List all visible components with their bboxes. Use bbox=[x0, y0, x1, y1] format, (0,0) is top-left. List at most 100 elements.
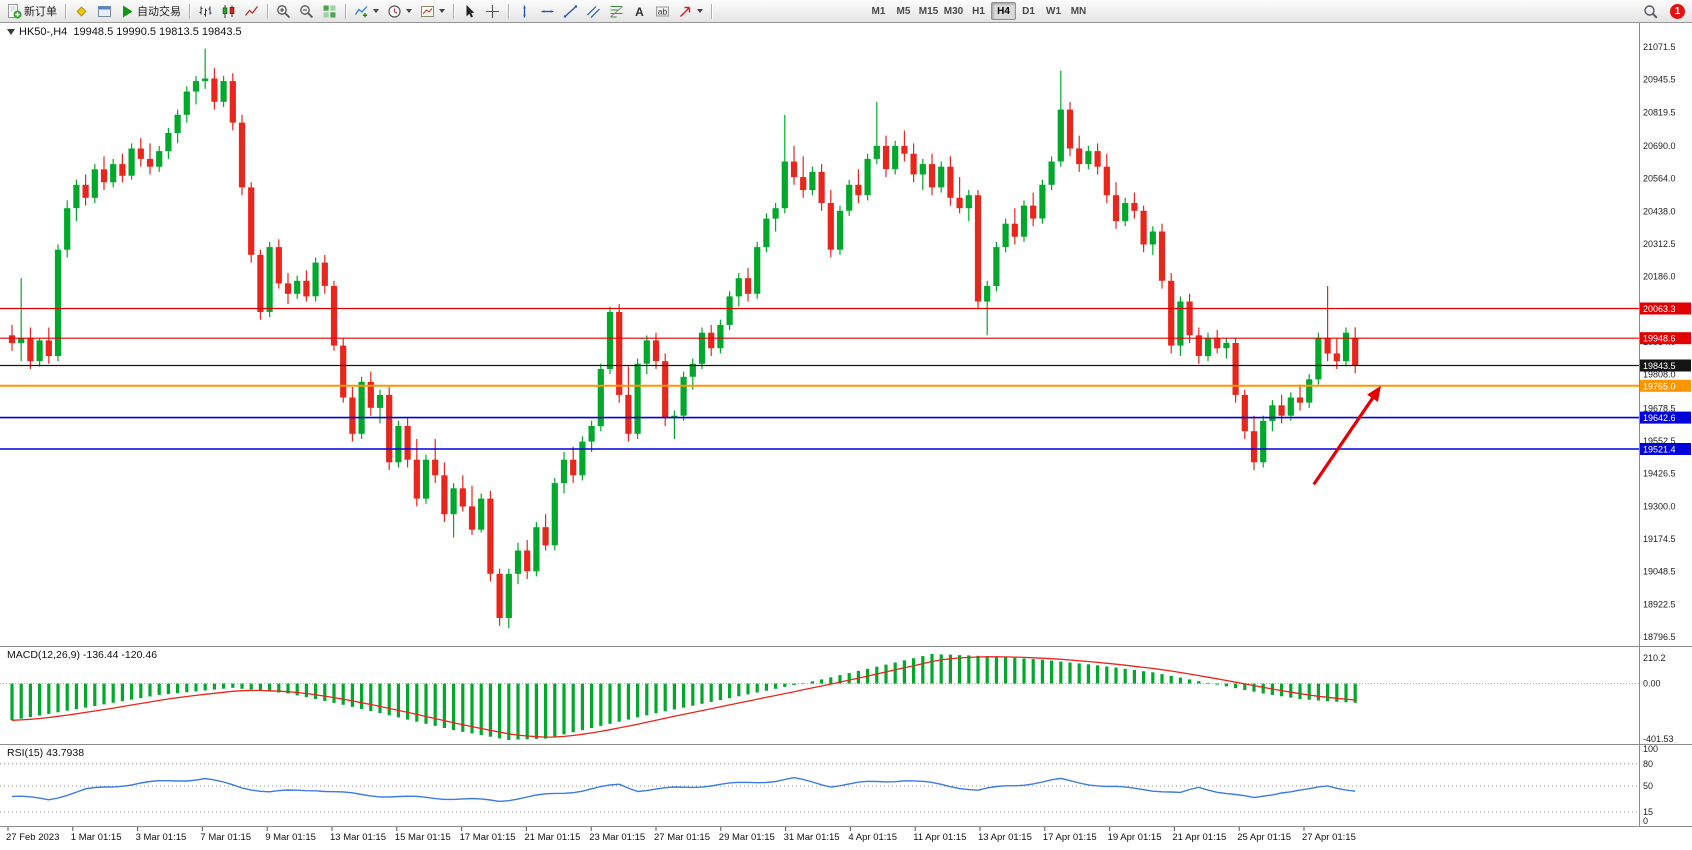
time-axis[interactable] bbox=[0, 827, 1639, 850]
svg-text:0.00: 0.00 bbox=[1643, 679, 1661, 689]
metaeditor-icon bbox=[76, 5, 87, 17]
arrows-button[interactable] bbox=[674, 2, 707, 21]
bar-chart-type-button[interactable] bbox=[194, 2, 217, 21]
templates-button[interactable] bbox=[416, 2, 449, 21]
svg-text:1 Mar 01:15: 1 Mar 01:15 bbox=[71, 832, 122, 843]
price-tag-text: 19642.6 bbox=[1643, 413, 1676, 423]
candlestick-chart-type-button[interactable] bbox=[217, 2, 240, 21]
svg-text:21071.5: 21071.5 bbox=[1643, 42, 1676, 52]
price-tag-text: 20063.3 bbox=[1643, 304, 1676, 314]
indicators-button[interactable] bbox=[350, 2, 383, 21]
svg-text:27 Feb 2023: 27 Feb 2023 bbox=[6, 832, 59, 843]
text-icon: A bbox=[635, 5, 644, 19]
line-chart-icon bbox=[244, 5, 259, 16]
autotrading-button[interactable]: 自动交易 bbox=[116, 2, 185, 21]
zoom-out-icon bbox=[300, 4, 314, 18]
svg-text:20564.0: 20564.0 bbox=[1643, 174, 1676, 184]
timeframe-d1-button[interactable]: D1 bbox=[1016, 2, 1041, 20]
svg-text:A: A bbox=[635, 5, 644, 19]
crosshair-button[interactable] bbox=[481, 2, 504, 21]
macd-histogram bbox=[10, 654, 1357, 740]
terminal-button[interactable] bbox=[93, 2, 116, 21]
svg-text:19300.0: 19300.0 bbox=[1643, 501, 1676, 511]
toolbar-separator bbox=[65, 3, 66, 19]
search-icon bbox=[1644, 4, 1658, 19]
svg-text:15 Mar 01:15: 15 Mar 01:15 bbox=[395, 832, 451, 843]
channel-button[interactable] bbox=[582, 2, 605, 21]
svg-text:9 Mar 01:15: 9 Mar 01:15 bbox=[265, 832, 316, 843]
timeframe-h4-button[interactable]: H4 bbox=[991, 2, 1016, 20]
price-tag[interactable] bbox=[1640, 332, 1691, 345]
cursor-button[interactable] bbox=[458, 2, 481, 21]
zoom-out-button[interactable] bbox=[295, 2, 318, 21]
svg-text:17 Mar 01:15: 17 Mar 01:15 bbox=[460, 832, 516, 843]
arrow-tool-icon bbox=[680, 6, 691, 17]
svg-text:18796.5: 18796.5 bbox=[1643, 632, 1676, 642]
chevron-down-icon bbox=[406, 9, 412, 13]
trendline-icon bbox=[563, 4, 578, 18]
text-button[interactable]: A bbox=[628, 2, 651, 21]
timeframe-m30-button[interactable]: M30 bbox=[941, 2, 966, 20]
svg-text:23 Mar 01:15: 23 Mar 01:15 bbox=[589, 832, 645, 843]
collapse-arrow-icon[interactable] bbox=[7, 29, 15, 35]
timeframe-w1-button[interactable]: W1 bbox=[1041, 2, 1066, 20]
tile-windows-icon bbox=[323, 5, 336, 17]
clock-icon bbox=[388, 4, 401, 18]
notification-badge[interactable]: 1 bbox=[1670, 3, 1685, 19]
price-tag[interactable] bbox=[1640, 379, 1691, 392]
svg-text:13 Mar 01:15: 13 Mar 01:15 bbox=[330, 832, 386, 843]
price-scale[interactable] bbox=[1639, 23, 1692, 827]
price-tag[interactable] bbox=[1640, 302, 1691, 315]
price-tag[interactable] bbox=[1640, 359, 1691, 372]
horizontal-line-button[interactable] bbox=[536, 2, 559, 21]
candles-layer[interactable] bbox=[8, 48, 1359, 629]
bar-chart-icon bbox=[199, 6, 212, 16]
svg-text:20186.0: 20186.0 bbox=[1643, 272, 1676, 282]
svg-text:19 Apr 01:15: 19 Apr 01:15 bbox=[1108, 832, 1162, 843]
trendline-button[interactable] bbox=[559, 2, 582, 21]
terminal-icon bbox=[98, 5, 111, 17]
svg-text:19426.5: 19426.5 bbox=[1643, 469, 1676, 479]
price-tag-text: 19843.5 bbox=[1643, 361, 1676, 371]
svg-text:20312.5: 20312.5 bbox=[1643, 239, 1676, 249]
zoom-in-button[interactable] bbox=[272, 2, 295, 21]
timeframe-m5-button[interactable]: M5 bbox=[891, 2, 916, 20]
candlestick-icon bbox=[222, 4, 235, 18]
price-tag-text: 19948.6 bbox=[1643, 334, 1676, 344]
indicators-icon bbox=[354, 5, 368, 17]
text-label-icon: ab bbox=[656, 6, 669, 16]
metaeditor-button[interactable] bbox=[70, 2, 93, 21]
timeframe-m15-button[interactable]: M15 bbox=[916, 2, 941, 20]
timeframe-m1-button[interactable]: M1 bbox=[866, 2, 891, 20]
svg-text:50: 50 bbox=[1643, 781, 1653, 791]
svg-text:20438.0: 20438.0 bbox=[1643, 206, 1676, 216]
price-tag[interactable] bbox=[1640, 443, 1691, 455]
svg-text:29 Mar 01:15: 29 Mar 01:15 bbox=[719, 832, 775, 843]
svg-text:25 Apr 01:15: 25 Apr 01:15 bbox=[1237, 832, 1291, 843]
svg-text:4 Apr 01:15: 4 Apr 01:15 bbox=[848, 832, 897, 843]
svg-text:21 Mar 01:15: 21 Mar 01:15 bbox=[524, 832, 580, 843]
autotrading-play-icon bbox=[123, 5, 133, 17]
template-icon bbox=[421, 5, 434, 17]
tile-windows-button[interactable] bbox=[318, 2, 341, 21]
line-chart-type-button[interactable] bbox=[240, 2, 263, 21]
svg-text:13 Apr 01:15: 13 Apr 01:15 bbox=[978, 832, 1032, 843]
fibonacci-button[interactable] bbox=[605, 2, 628, 21]
text-label-button[interactable]: ab bbox=[651, 2, 674, 21]
annotation-arrow[interactable] bbox=[1312, 385, 1381, 486]
chevron-down-icon bbox=[439, 9, 445, 13]
timeframe-mn-button[interactable]: MN bbox=[1066, 2, 1091, 20]
search-button[interactable] bbox=[1639, 2, 1662, 21]
timeframe-h1-button[interactable]: H1 bbox=[966, 2, 991, 20]
toolbar-separator bbox=[453, 3, 454, 19]
periods-button[interactable] bbox=[383, 2, 416, 21]
vertical-line-button[interactable] bbox=[513, 2, 536, 21]
macd-signal-line bbox=[11, 656, 1356, 738]
new-order-button[interactable]: 新订单 bbox=[3, 2, 61, 21]
svg-text:27 Apr 01:15: 27 Apr 01:15 bbox=[1302, 832, 1356, 843]
toolbar-separator bbox=[711, 3, 712, 19]
new-order-label: 新订单 bbox=[24, 6, 57, 18]
svg-text:20945.5: 20945.5 bbox=[1643, 75, 1676, 85]
price-tag[interactable] bbox=[1640, 411, 1691, 424]
